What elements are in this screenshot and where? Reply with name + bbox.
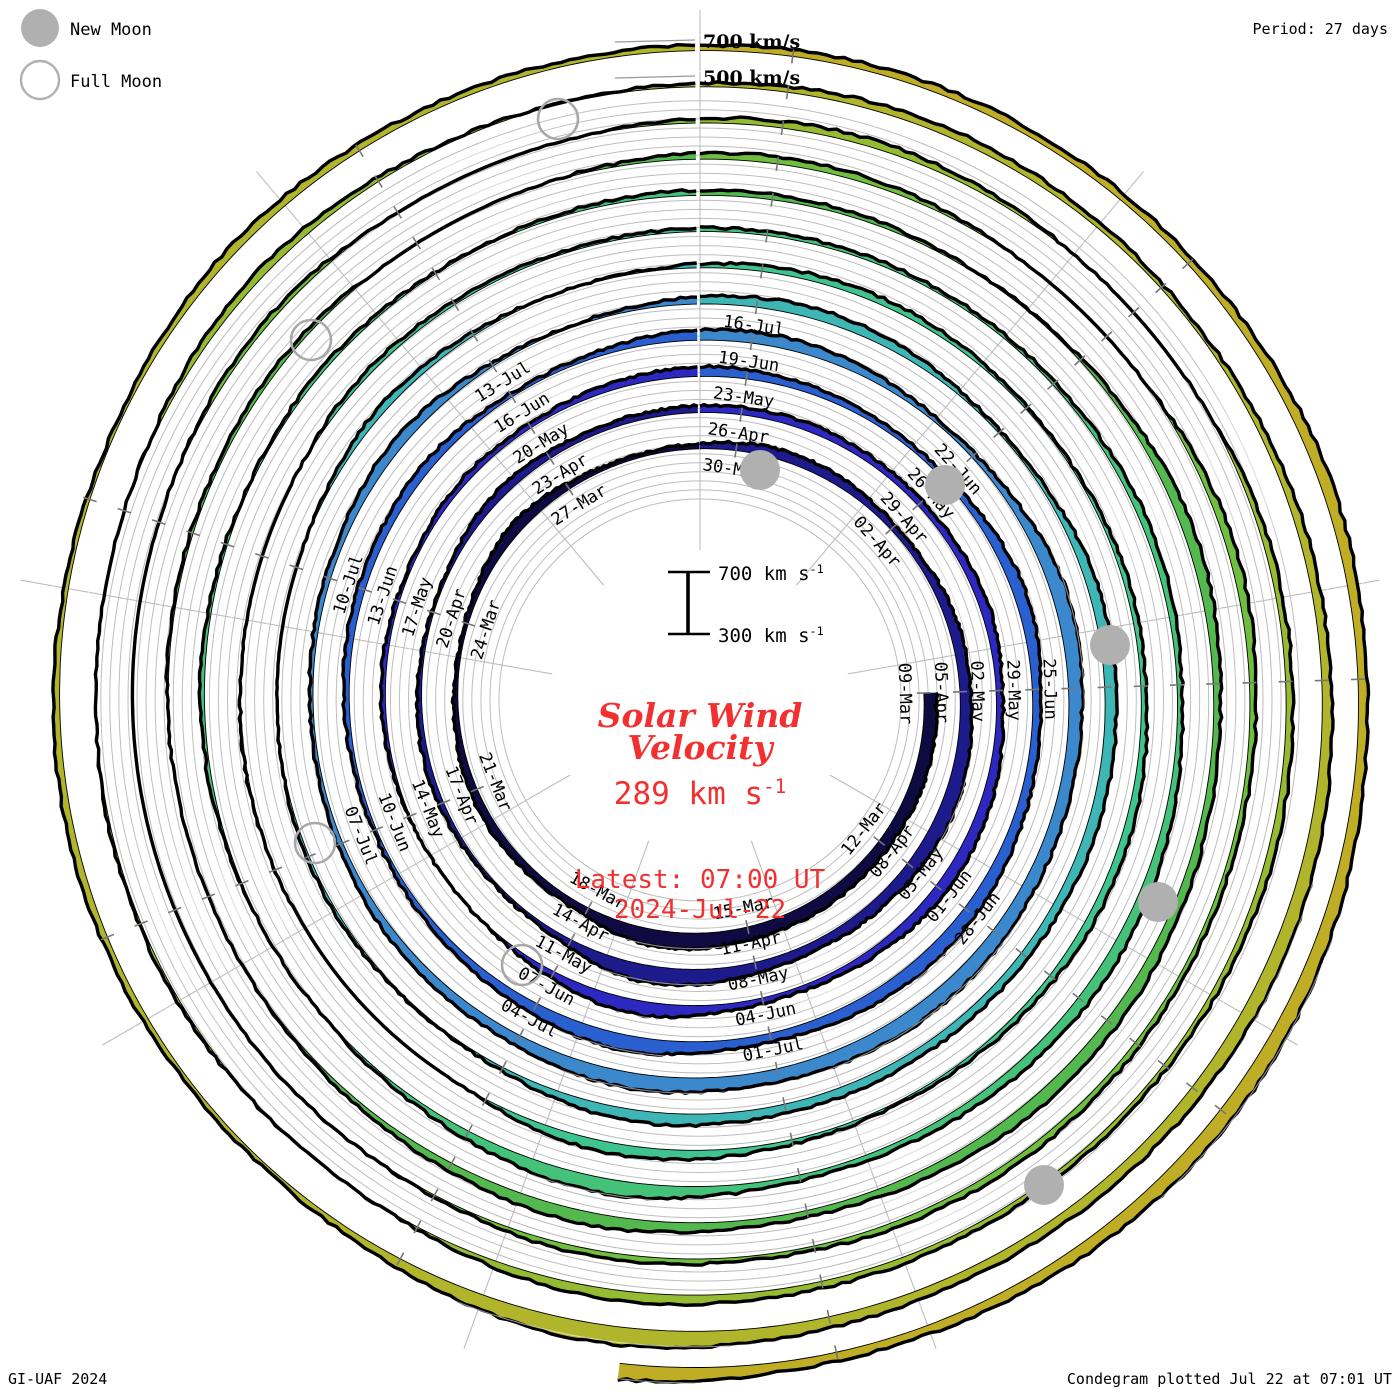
spiral-date-label: 29-May (1002, 659, 1024, 721)
center-latest-date: 2024-Jul-22 (614, 895, 786, 925)
moon-phase-legend: New Moon Full Moon (19, 9, 162, 101)
spiral-date-label: 21-Mar (474, 750, 515, 814)
spiral-date-label: 25-Jun (1039, 658, 1061, 720)
new-moon-marker (1090, 625, 1130, 665)
radial-tick-label: 700 km/s (703, 31, 800, 53)
full-moon-marker (500, 943, 544, 987)
spiral-date-label: 20-Apr (433, 586, 471, 651)
spiral-date-label: 10-Jun (373, 790, 414, 854)
new-moon-marker (1024, 1165, 1064, 1205)
spiral-date-label: 04-Jul (497, 995, 561, 1042)
credit-label: GI-UAF 2024 (8, 1370, 108, 1388)
new-moon-label: New Moon (70, 20, 152, 40)
spiral-date-label: 04-Jun (734, 999, 798, 1031)
spiral-date-label: 26-Apr (707, 419, 771, 448)
full-moon-marker (289, 318, 333, 362)
spiral-date-label: 24-Mar (467, 597, 505, 662)
plot-timestamp-label: Condegram plotted Jul 22 at 07:01 UT (1066, 1370, 1392, 1388)
period-label: Period: 27 days (1252, 20, 1388, 38)
spiral-date-label: 13-Jun (364, 564, 402, 629)
spiral-date-label: 14-May (407, 777, 448, 841)
spiral-date-label: 02-May (966, 660, 988, 722)
spiral-date-label: 16-Jul (722, 312, 786, 341)
new-moon-marker (925, 465, 965, 505)
spiral-date-label: 14-Apr (549, 900, 613, 947)
full-moon-label: Full Moon (70, 72, 162, 92)
spiral-date-label: 19-Jun (717, 348, 781, 377)
spiral-date-label: 08-May (726, 963, 790, 995)
spiral-date-label: 17-May (398, 575, 436, 640)
full-moon-swatch (19, 59, 61, 101)
spiral-date-label: 01-Jul (741, 1034, 805, 1066)
spiral-date-label: 09-Mar (894, 663, 916, 725)
radial-tick-label: 500 km/s (703, 67, 800, 89)
scalebar-bottom-label: 300 km s-1 (718, 624, 824, 647)
spiral-date-label: 10-Jul (330, 552, 368, 617)
spiral-date-label: 17-Apr (441, 763, 482, 827)
full-moon-marker (536, 97, 580, 141)
new-moon-marker (740, 450, 780, 490)
spiral-date-label: 07-Jun (514, 964, 578, 1011)
center-latest-time: Latest: 07:00 UT (575, 865, 826, 895)
new-moon-marker (1138, 882, 1178, 922)
center-title-line1: Solar Wind (598, 696, 803, 735)
spiral-date-label: 05-Apr (930, 661, 952, 723)
scalebar-top-label: 700 km s-1 (718, 562, 824, 585)
spiral-date-label: 07-Jul (340, 804, 381, 868)
new-moon-swatch (21, 9, 59, 47)
center-title-line2: Velocity (627, 728, 775, 767)
spiral-date-label: 11-Apr (719, 928, 783, 960)
full-moon-marker (293, 821, 337, 865)
spiral-date-label: 23-May (712, 383, 776, 412)
center-value: 289 km s-1 (614, 775, 786, 813)
